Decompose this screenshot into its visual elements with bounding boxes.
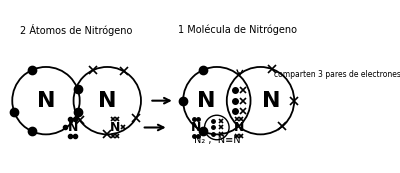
Text: 2 Átomos de Nitrógeno: 2 Átomos de Nitrógeno — [20, 24, 133, 36]
Text: N₂ ,  N≡N: N₂ , N≡N — [194, 135, 240, 145]
Text: N: N — [98, 91, 116, 111]
Text: comparten 3 pares de electrones: comparten 3 pares de electrones — [274, 70, 400, 79]
Text: N: N — [191, 121, 201, 134]
Text: N: N — [234, 121, 244, 134]
Text: N: N — [37, 91, 55, 111]
Text: N: N — [197, 91, 215, 111]
Text: N: N — [68, 121, 78, 134]
Text: N: N — [110, 121, 120, 134]
Text: 1 Molécula de Nitrógeno: 1 Molécula de Nitrógeno — [178, 24, 297, 35]
Text: N: N — [262, 91, 280, 111]
